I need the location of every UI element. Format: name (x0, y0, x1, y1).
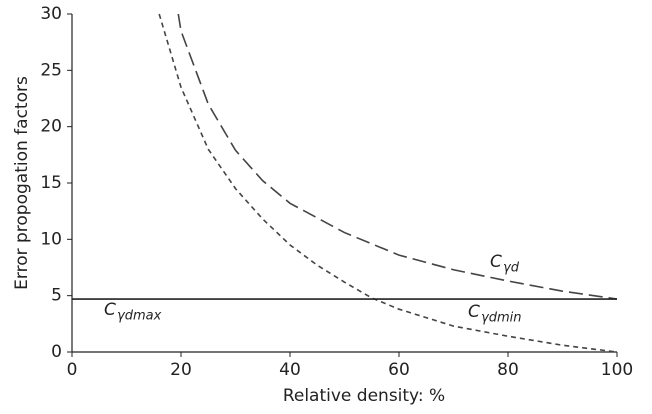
y-tick-label: 0 (51, 342, 62, 362)
y-tick-label: 20 (40, 117, 62, 137)
y-tick-label: 5 (51, 286, 62, 306)
line-series (177, 13, 618, 300)
line-series (158, 13, 618, 353)
series-label: C (104, 300, 116, 320)
x-tick-label: 20 (170, 360, 192, 380)
x-tick-label: 0 (67, 360, 78, 380)
x-tick-label: 40 (279, 360, 301, 380)
series-label-sub: γdmin (481, 311, 521, 326)
series-label: C (490, 252, 502, 272)
series-label-sub: γd (503, 261, 520, 276)
x-axis-label: Relative density: % (283, 386, 445, 406)
series-label: C (468, 302, 480, 322)
y-tick-label: 25 (40, 60, 62, 80)
series-label-sub: γdmax (117, 309, 162, 324)
y-tick-label: 30 (40, 4, 62, 24)
x-tick-label: 80 (497, 360, 519, 380)
y-tick-label: 15 (40, 173, 62, 193)
y-axis-label: Error propogation factors (12, 76, 32, 290)
x-tick-label: 100 (601, 360, 633, 380)
y-tick-label: 10 (40, 229, 62, 249)
x-tick-label: 60 (388, 360, 410, 380)
